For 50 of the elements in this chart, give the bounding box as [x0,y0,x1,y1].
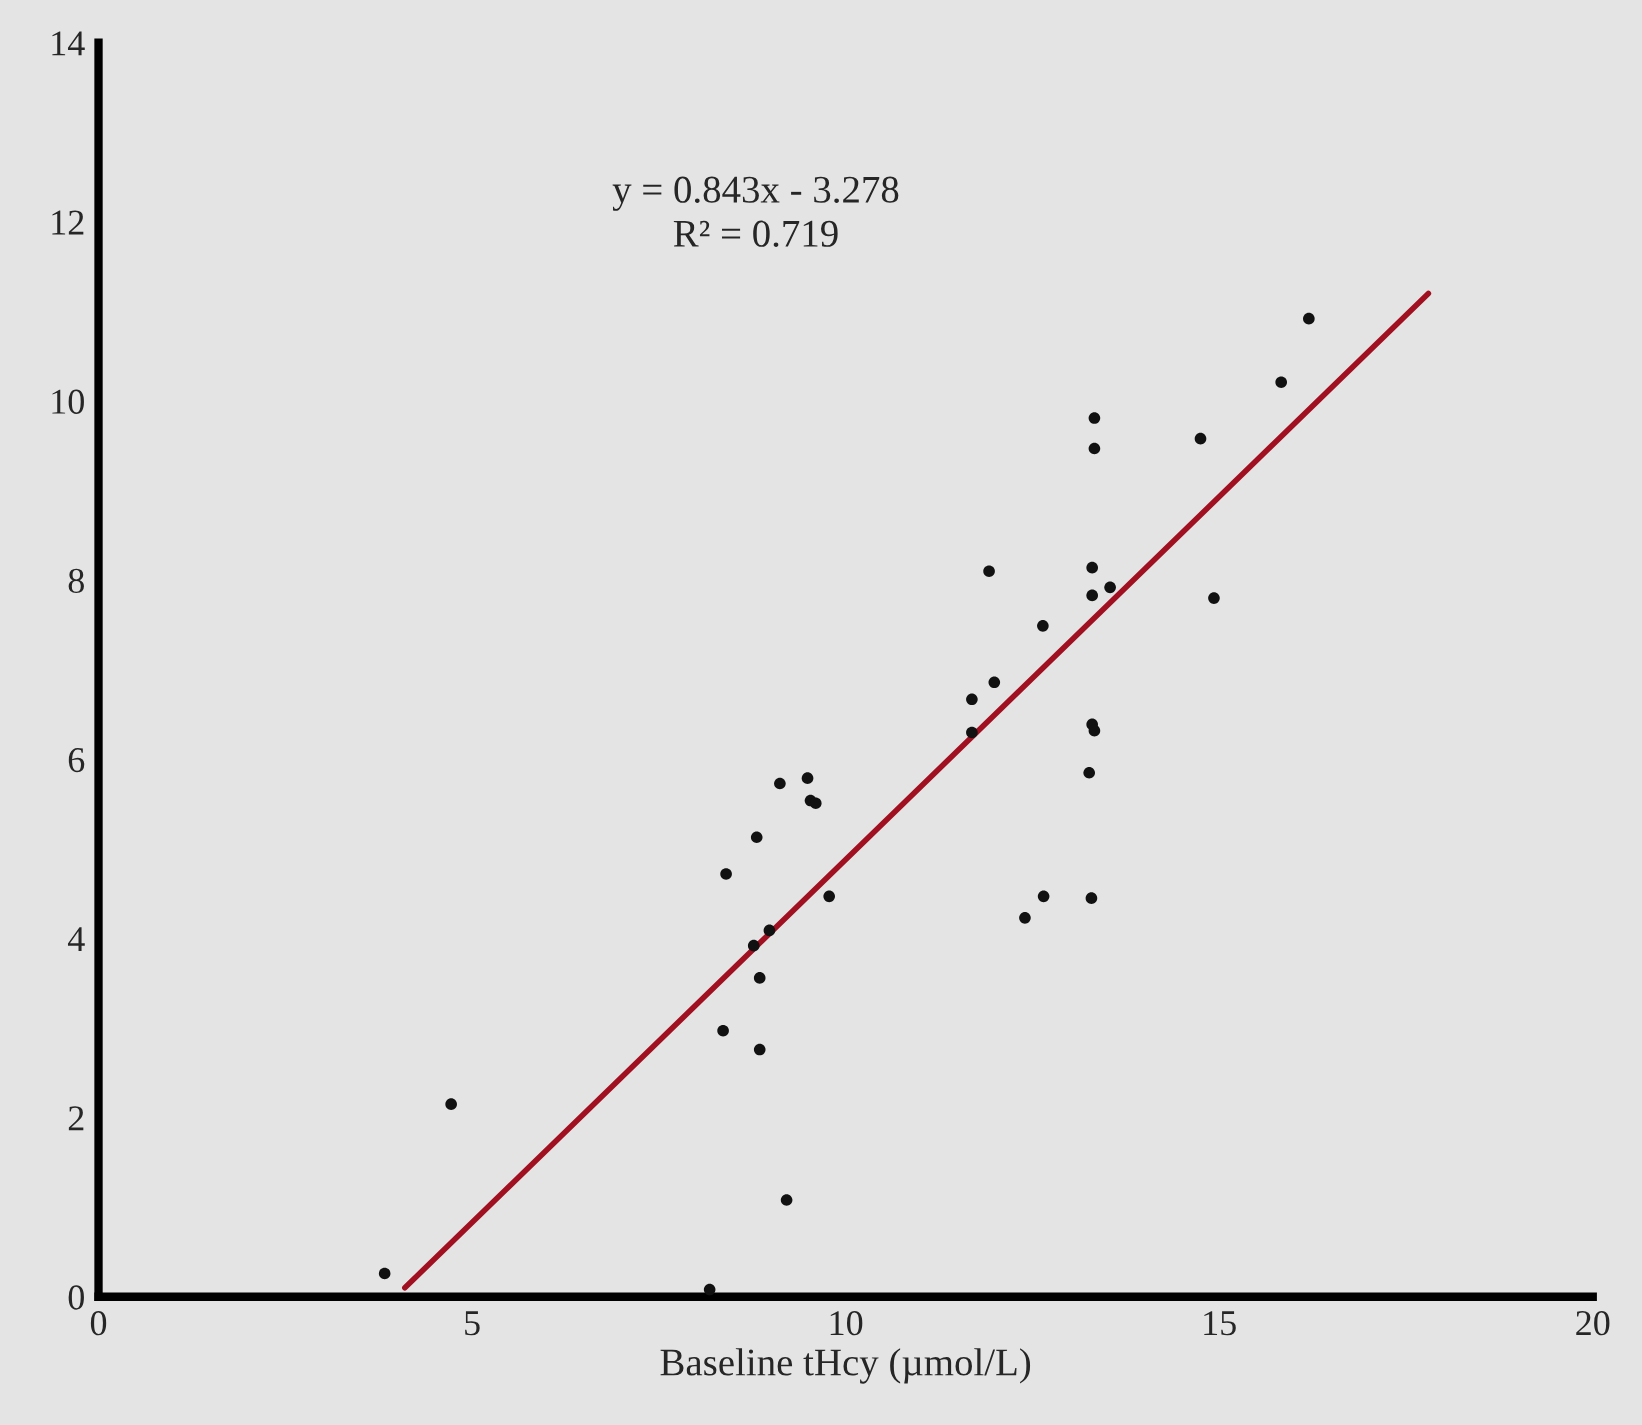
point [717,1024,729,1037]
point [1088,724,1101,737]
y-tick-label: 6 [68,747,85,773]
point [1104,581,1116,594]
point [1088,442,1101,455]
point [1208,592,1220,604]
x-tick-label: 20 [1576,1310,1610,1336]
annotation: R² = 0.719 [673,220,838,248]
point [1275,376,1288,389]
point [747,939,760,952]
point [753,1043,766,1056]
point [1037,890,1050,903]
point [983,565,995,578]
point [378,1267,391,1280]
x-tick-label: 10 [830,1310,863,1336]
point [1085,892,1098,904]
point [703,1283,716,1296]
point [1303,312,1315,325]
point [1194,432,1207,445]
point [823,890,835,903]
y-tick-label: 14 [52,31,85,56]
point [801,772,814,784]
point [445,1098,457,1110]
x-axis-title: Baseline tHcy (µmol/L) [660,1348,1031,1384]
point [809,797,822,810]
x-tick-label: 15 [1204,1311,1236,1336]
y-tick-label: 4 [67,927,85,951]
point [763,924,776,937]
point [750,831,763,844]
point [780,1194,793,1206]
point [966,726,978,739]
y-tick-label: 0 [68,1285,84,1310]
point [966,693,978,706]
point [1019,912,1031,924]
y-tick-label: 8 [68,568,84,594]
x-tick-label: 0 [90,1310,107,1336]
point [774,777,786,790]
annotation: y = 0.843x - 3.278 [612,176,899,211]
y-tick-label: 12 [52,210,84,235]
point [1088,412,1101,424]
point [1086,561,1098,574]
x-tick-label: 5 [465,1311,480,1336]
point [753,972,766,984]
y-tick-label: 10 [52,389,84,414]
y-tick-label: 2 [68,1106,84,1131]
point [1083,766,1095,779]
point [1037,620,1049,632]
point [720,868,732,880]
point [1086,589,1098,602]
point [988,676,1001,689]
